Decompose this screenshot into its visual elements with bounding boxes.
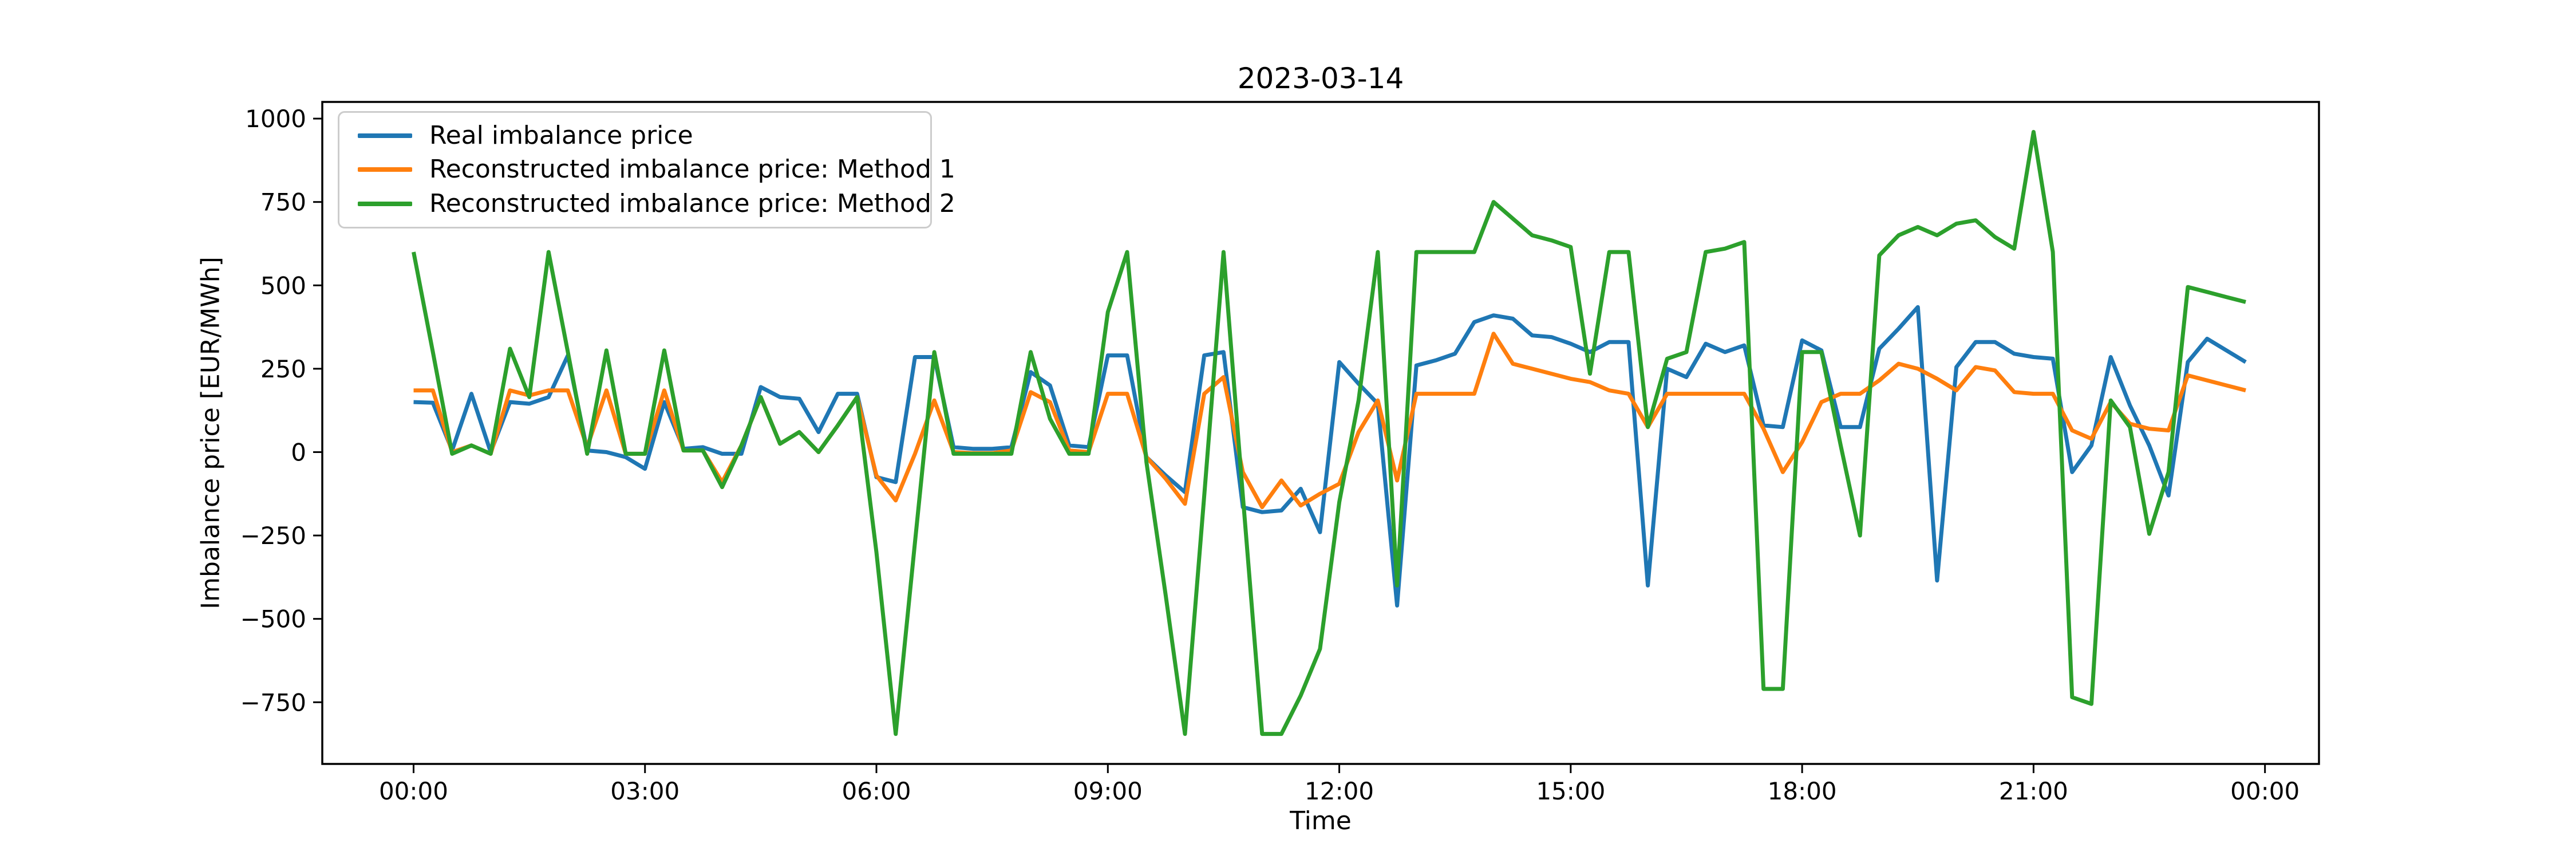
legend-label-method1: Reconstructed imbalance price: Method 1 <box>429 155 955 184</box>
legend-swatch-method2 <box>358 202 412 207</box>
legend-label-method2: Reconstructed imbalance price: Method 2 <box>429 189 955 219</box>
series-line-real <box>413 305 2247 608</box>
x-tick-label: 00:00 <box>379 777 448 805</box>
legend: Real imbalance price Reconstructed imbal… <box>338 111 955 228</box>
legend-item-method2: Reconstructed imbalance price: Method 2 <box>339 191 955 216</box>
chart-title: 2023-03-14 <box>1237 62 1404 95</box>
y-tick-label: 500 <box>260 271 306 300</box>
y-axis-title: Imbalance price [EUR/MWh] <box>196 257 226 609</box>
y-tick-label: 750 <box>260 188 306 216</box>
x-tick-label: 06:00 <box>841 777 911 805</box>
legend-swatch-method1 <box>358 167 412 172</box>
y-tick-label: 250 <box>260 355 306 383</box>
y-tick-label: −750 <box>240 688 306 716</box>
series-line-method1 <box>413 332 2246 510</box>
legend-item-method1: Reconstructed imbalance price: Method 1 <box>339 157 955 182</box>
x-tick-label: 15:00 <box>1536 777 1605 805</box>
y-tick-label: −250 <box>240 522 306 550</box>
y-tick-label: 1000 <box>245 105 306 133</box>
x-tick-label: 09:00 <box>1073 777 1143 805</box>
legend-item-real: Real imbalance price <box>339 123 930 148</box>
x-tick-label: 21:00 <box>1999 777 2068 805</box>
series-line-method2 <box>412 129 2246 736</box>
x-axis-title: Time <box>1290 806 1352 836</box>
y-tick-label: −500 <box>240 605 306 633</box>
x-tick-label: 18:00 <box>1768 777 1837 805</box>
legend-label-real: Real imbalance price <box>429 120 693 150</box>
x-tick-label: 12:00 <box>1305 777 1374 805</box>
x-tick-label: 03:00 <box>610 777 679 805</box>
y-tick-label: 0 <box>291 438 306 466</box>
x-tick-label: 00:00 <box>2230 777 2300 805</box>
legend-swatch-real <box>358 133 412 138</box>
plot-border <box>321 101 2320 765</box>
